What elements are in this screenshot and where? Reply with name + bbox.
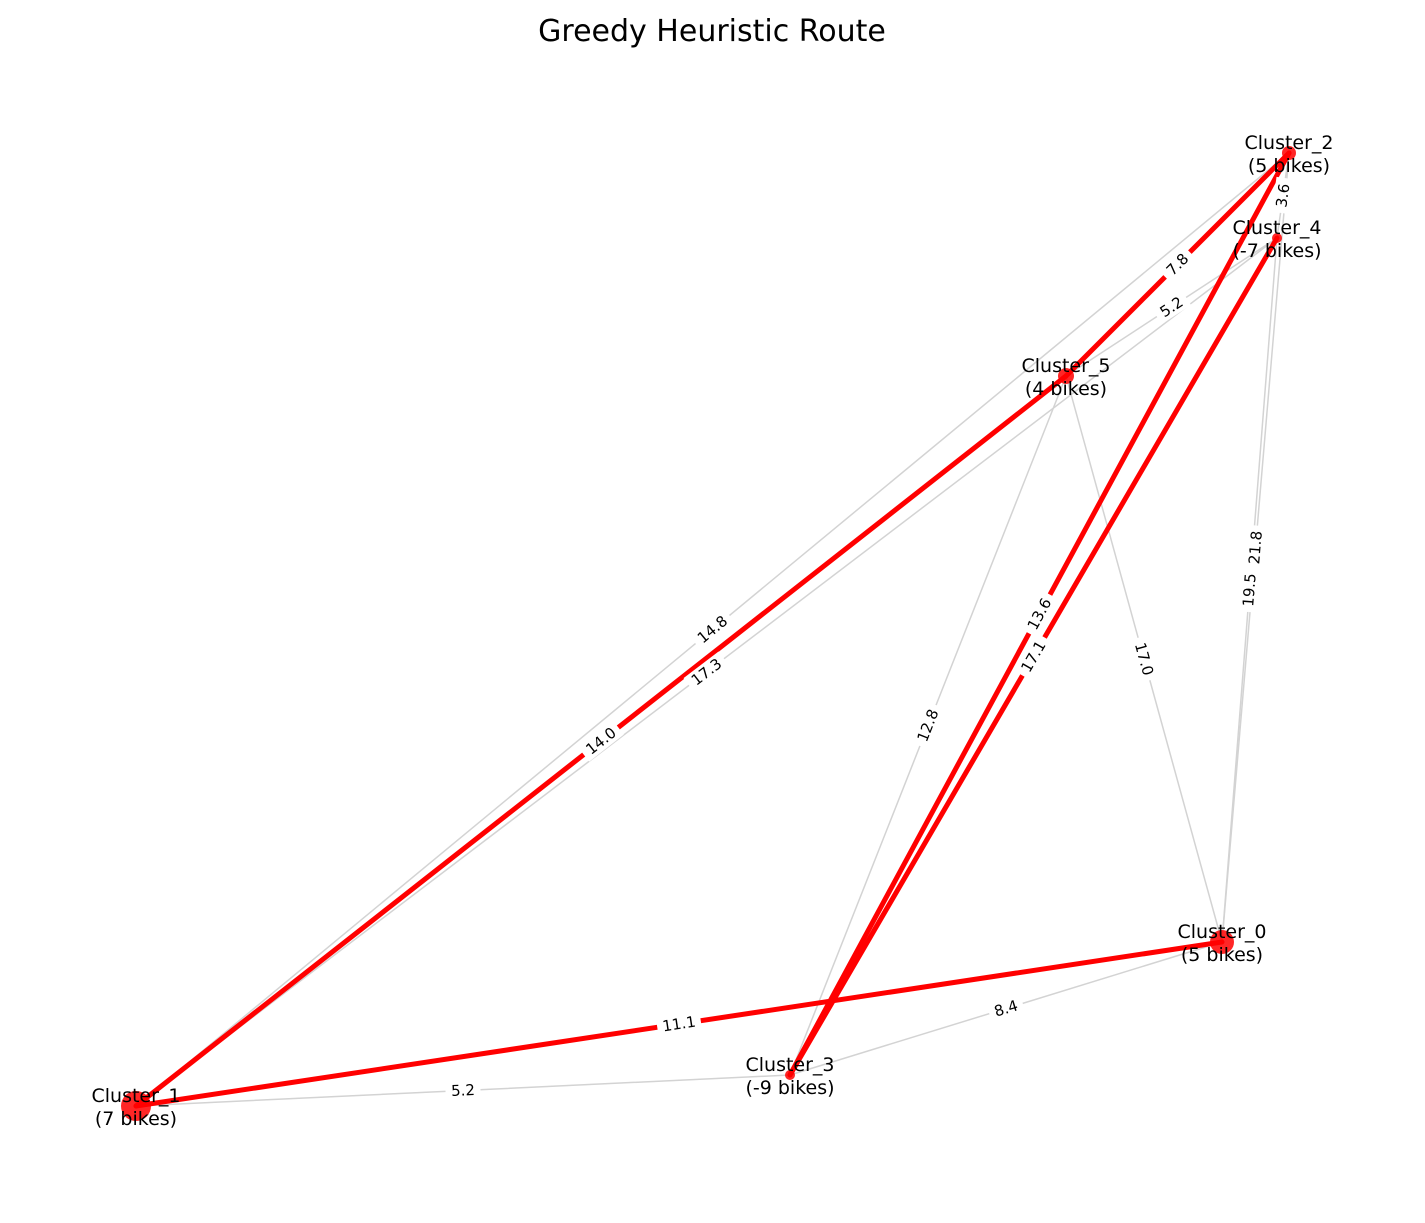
edge-label-cluster-3-cluster-0: 8.4	[986, 994, 1026, 1023]
node-label-cluster-2-bikes: (5 bikes)	[1248, 155, 1330, 177]
nodes-layer	[121, 146, 1296, 1121]
node-cluster-4	[1272, 233, 1282, 243]
edge-label-cluster-2-cluster-3: 13.6	[1021, 590, 1058, 638]
node-label-cluster-4-name: Cluster_4	[1232, 217, 1321, 239]
edge-label-cluster-4-cluster-0: 19.5	[1238, 567, 1261, 613]
edge-label-cluster-1-cluster-0: 11.1	[655, 1011, 703, 1037]
node-label-cluster-1-bikes: (7 bikes)	[95, 1108, 177, 1130]
edge-label-background	[911, 701, 945, 750]
edge-label-cluster-2-cluster-4: 3.6	[1271, 176, 1295, 215]
edge-label-cluster-1-cluster-3: 5.2	[445, 1080, 481, 1101]
node-labels-layer: Cluster_0(5 bikes)Cluster_1(7 bikes)Clus…	[91, 132, 1333, 1130]
edge-label-cluster-3-cluster-4: 17.1	[1014, 632, 1053, 681]
edge-label-text: 3.6	[1272, 182, 1293, 208]
edge-labels-layer: 5.28.414.817.312.817.021.819.55.23.611.1…	[445, 176, 1295, 1101]
node-cluster-5	[1058, 368, 1074, 384]
node-label-cluster-3-name: Cluster_3	[745, 1054, 834, 1076]
edge-label-background	[1158, 245, 1197, 284]
edge-label-text: 17.0	[1131, 641, 1157, 678]
node-label-cluster-0-name: Cluster_0	[1177, 921, 1266, 943]
edge-label-background	[1014, 632, 1053, 681]
edge-label-background	[986, 994, 1026, 1023]
edge-label-text: 19.5	[1239, 573, 1260, 608]
edge-label-text: 12.8	[913, 707, 942, 745]
edge-label-background	[1271, 176, 1295, 215]
node-label-cluster-3-bikes: (-9 bikes)	[745, 1077, 834, 1099]
edge-label-text: 8.4	[992, 996, 1020, 1020]
node-label-cluster-5-name: Cluster_5	[1021, 355, 1110, 377]
node-cluster-2	[1282, 146, 1296, 160]
edge-label-background	[1151, 289, 1192, 325]
node-label-cluster-0-bikes: (5 bikes)	[1181, 944, 1263, 966]
edge-label-cluster-5-cluster-0: 17.0	[1129, 635, 1159, 683]
edge-label-text: 11.1	[661, 1013, 697, 1036]
node-cluster-1	[121, 1091, 151, 1121]
node-label-cluster-4-bikes: (-7 bikes)	[1232, 240, 1321, 262]
edge-label-background	[689, 608, 736, 651]
edge-label-text: 5.2	[451, 1081, 476, 1100]
edge-label-cluster-3-cluster-5: 12.8	[911, 701, 945, 750]
node-label-cluster-5-bikes: (4 bikes)	[1025, 378, 1107, 400]
chart-title: Greedy Heuristic Route	[538, 14, 886, 49]
edge-label-cluster-2-cluster-0: 21.8	[1244, 524, 1267, 571]
node-cluster-3	[785, 1070, 795, 1080]
edge-label-background	[578, 720, 624, 762]
edge-label-text: 21.8	[1245, 530, 1266, 565]
node-label-cluster-2-name: Cluster_2	[1244, 132, 1333, 154]
edge-label-background	[1129, 635, 1159, 683]
edge-label-background	[1244, 524, 1267, 571]
edge-label-background	[655, 1011, 703, 1037]
edge-label-background	[445, 1080, 481, 1101]
edge-label-background	[1238, 567, 1261, 613]
edge-label-background	[683, 651, 730, 693]
node-cluster-0	[1210, 930, 1234, 954]
edge-label-background	[1021, 590, 1058, 638]
node-label-cluster-1-name: Cluster_1	[91, 1085, 180, 1107]
